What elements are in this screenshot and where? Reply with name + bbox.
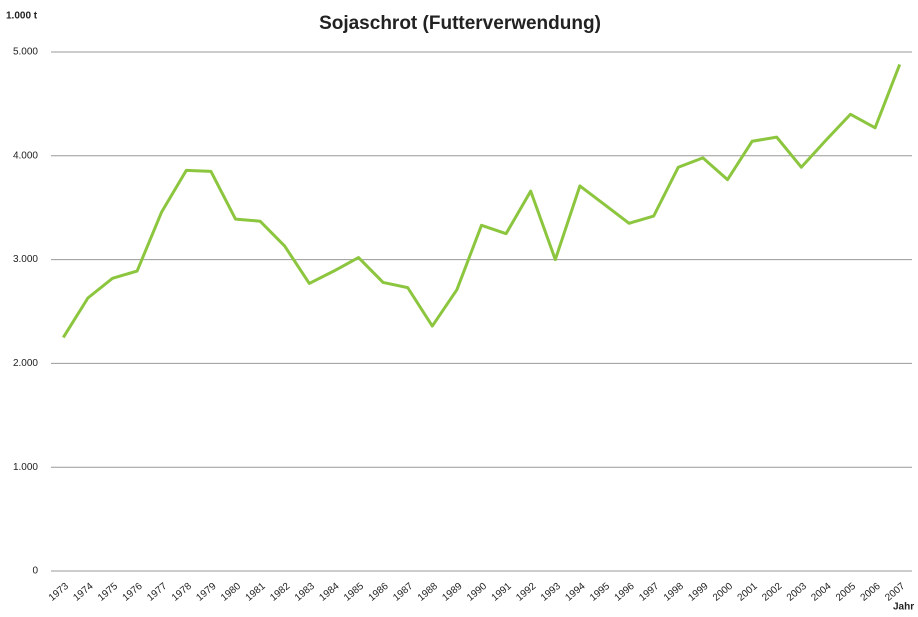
y-tick-label: 3.000 [13, 254, 38, 265]
x-tick-label: 1995 [588, 581, 612, 604]
x-tick-label: 2004 [809, 581, 833, 604]
x-tick-label: 2001 [736, 581, 760, 604]
x-tick-label: 1984 [317, 581, 341, 604]
x-tick-label: 1992 [514, 581, 538, 604]
chart-title: Sojaschrot (Futterverwendung) [319, 13, 601, 34]
x-tick-label: 1981 [244, 581, 268, 604]
x-tick-label: 1973 [47, 581, 71, 604]
x-tick-label: 1983 [293, 581, 317, 604]
x-tick-label: 1975 [96, 581, 120, 604]
x-tick-label: 1976 [121, 581, 145, 604]
x-tick-label: 1985 [342, 581, 366, 604]
x-tick-label: 1986 [367, 581, 391, 604]
y-tick-label: 1.000 [13, 462, 38, 473]
x-tick-label: 1997 [637, 581, 661, 604]
x-tick-label: 2000 [711, 581, 735, 604]
x-tick-label: 1990 [465, 581, 489, 604]
y-tick-label: 4.000 [13, 150, 38, 161]
x-tick-label: 1993 [539, 581, 563, 604]
x-tick-label: 1989 [440, 581, 464, 604]
x-tick-label: 1994 [563, 581, 587, 604]
x-tick-label: 1982 [268, 581, 292, 604]
x-tick-label: 1999 [686, 581, 710, 604]
x-tick-label: 2003 [785, 581, 809, 604]
x-tick-label: 1977 [145, 581, 169, 604]
y-axis-label: 1.000 t [6, 11, 38, 22]
x-tick-label: 1996 [613, 581, 637, 604]
y-tick-label: 5.000 [13, 47, 38, 58]
x-tick-label: 1979 [194, 581, 218, 604]
x-tick-label: 1998 [662, 581, 686, 604]
x-tick-label: 1987 [391, 581, 415, 604]
x-axis-label: Jahr [893, 602, 914, 613]
x-tick-label: 1991 [490, 581, 514, 604]
x-tick-label: 1978 [170, 581, 194, 604]
x-tick-label: 1988 [416, 581, 440, 604]
x-tick-label: 2007 [883, 581, 907, 604]
x-tick-label: 2005 [834, 581, 858, 604]
y-tick-label: 2.000 [13, 358, 38, 369]
x-tick-label: 2006 [859, 581, 883, 604]
x-tick-label: 1974 [71, 581, 95, 604]
data-line [62, 63, 902, 339]
x-tick-label: 1980 [219, 581, 243, 604]
y-tick-label: 0 [32, 566, 38, 577]
x-tick-label: 2002 [760, 581, 784, 604]
